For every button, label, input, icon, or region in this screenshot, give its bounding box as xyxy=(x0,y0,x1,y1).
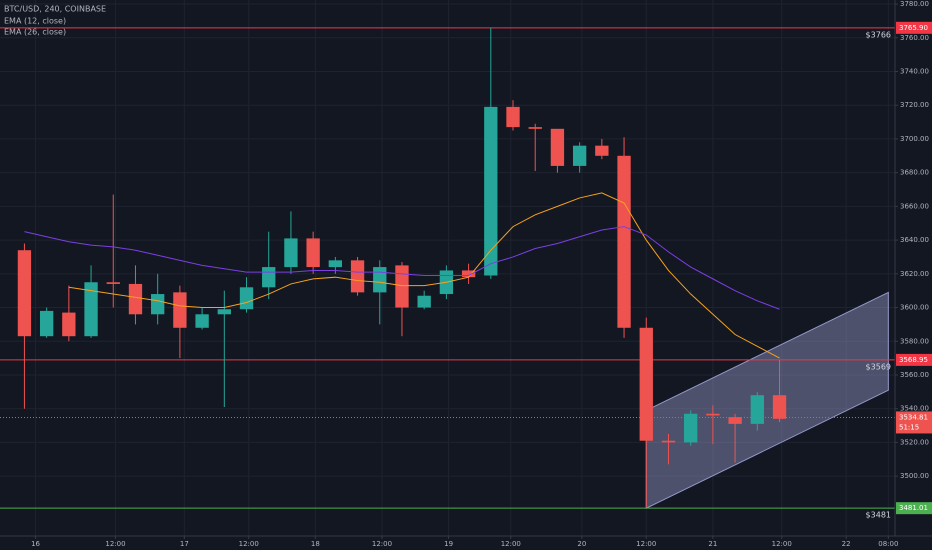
ema-line xyxy=(24,226,780,310)
candle-body xyxy=(62,312,76,337)
candle-body xyxy=(84,282,98,337)
last-price-box xyxy=(896,411,932,434)
legend-entry: EMA (26, close) xyxy=(4,28,66,37)
x-tick-label: 22 xyxy=(842,540,851,548)
x-tick-label: 12:00 xyxy=(636,540,656,548)
price-level-label: $3569 xyxy=(866,362,891,371)
price-level-box xyxy=(896,353,932,366)
plot-area xyxy=(0,27,895,509)
x-tick-label: 12:00 xyxy=(372,540,392,548)
x-tick-label: 17 xyxy=(180,540,189,548)
candle-body xyxy=(350,260,365,293)
candle-body xyxy=(728,417,742,424)
candle-body xyxy=(417,295,431,308)
y-tick-label: 3740.00 xyxy=(900,67,929,75)
price-level-label: $3766 xyxy=(866,30,891,39)
candle-body xyxy=(395,265,409,308)
y-tick-label: 3620.00 xyxy=(900,270,929,278)
x-tick-label: 19 xyxy=(444,540,453,548)
candle-body xyxy=(373,267,387,293)
x-tick-label: 12:00 xyxy=(772,540,792,548)
countdown-label: 51:15 xyxy=(899,423,919,431)
y-tick-label: 3780.00 xyxy=(900,0,929,8)
candle-body xyxy=(528,127,542,129)
y-tick-label: 3760.00 xyxy=(900,34,929,42)
y-tick-label: 3640.00 xyxy=(900,236,929,244)
x-tick-label: 12:00 xyxy=(239,540,259,548)
y-tick-label: 3660.00 xyxy=(900,202,929,210)
candle-body xyxy=(217,309,231,315)
price-level-axis-label: 3568.95 xyxy=(899,356,928,364)
x-tick-label: 12:00 xyxy=(105,540,125,548)
candle-body xyxy=(173,292,187,328)
candle-body xyxy=(595,145,609,156)
x-tick-label: 21 xyxy=(708,540,717,548)
y-tick-label: 3580.00 xyxy=(900,337,929,345)
candle-body xyxy=(328,260,343,268)
price-level-axis-label: 3481.01 xyxy=(899,504,928,512)
candle-body xyxy=(17,250,32,337)
candle-body xyxy=(550,128,565,166)
y-tick-label: 3520.00 xyxy=(900,438,929,446)
candle-body xyxy=(617,155,631,328)
candle-body xyxy=(151,294,165,315)
price-level-box xyxy=(896,502,932,515)
price-level-axis-label: 3765.90 xyxy=(899,24,928,32)
last-price-label: 3534.81 xyxy=(899,413,928,421)
chart-title: BTC/USD, 240, COINBASE xyxy=(4,5,106,14)
candle-body xyxy=(772,395,787,419)
y-tick-label: 3680.00 xyxy=(900,169,929,177)
candle-body xyxy=(684,413,698,443)
candle-body xyxy=(239,287,254,310)
candle-body xyxy=(461,270,476,278)
price-level-box xyxy=(896,21,932,34)
price-level-label: $3481 xyxy=(866,511,891,520)
y-tick-label: 3720.00 xyxy=(900,101,929,109)
x-tick-label: 16 xyxy=(31,540,40,548)
candle-body xyxy=(128,283,143,315)
ema-line xyxy=(68,192,780,359)
x-tick-label: 20 xyxy=(577,540,586,548)
candle-body xyxy=(639,327,653,441)
candle-body xyxy=(706,413,720,416)
candle-body xyxy=(284,238,298,268)
y-tick-label: 3560.00 xyxy=(900,371,929,379)
candle-body xyxy=(750,395,764,424)
x-tick-label: 08:00 xyxy=(878,540,898,548)
y-tick-label: 3700.00 xyxy=(900,135,929,143)
candle-body xyxy=(661,440,676,443)
candle-body xyxy=(506,106,520,128)
candle-body xyxy=(484,106,498,276)
candle-body xyxy=(106,282,120,284)
candle-body xyxy=(195,314,209,328)
candle-body xyxy=(306,238,320,268)
x-tick-label: 18 xyxy=(311,540,320,548)
x-tick-label: 12:00 xyxy=(501,540,521,548)
y-tick-label: 3540.00 xyxy=(900,405,929,413)
grid xyxy=(0,0,895,536)
candle-body xyxy=(39,310,54,337)
y-tick-label: 3600.00 xyxy=(900,304,929,312)
candle-body xyxy=(262,267,276,288)
candle-body xyxy=(572,145,587,166)
y-tick-label: 3500.00 xyxy=(900,472,929,480)
legend-entry: EMA (12, close) xyxy=(4,17,66,26)
